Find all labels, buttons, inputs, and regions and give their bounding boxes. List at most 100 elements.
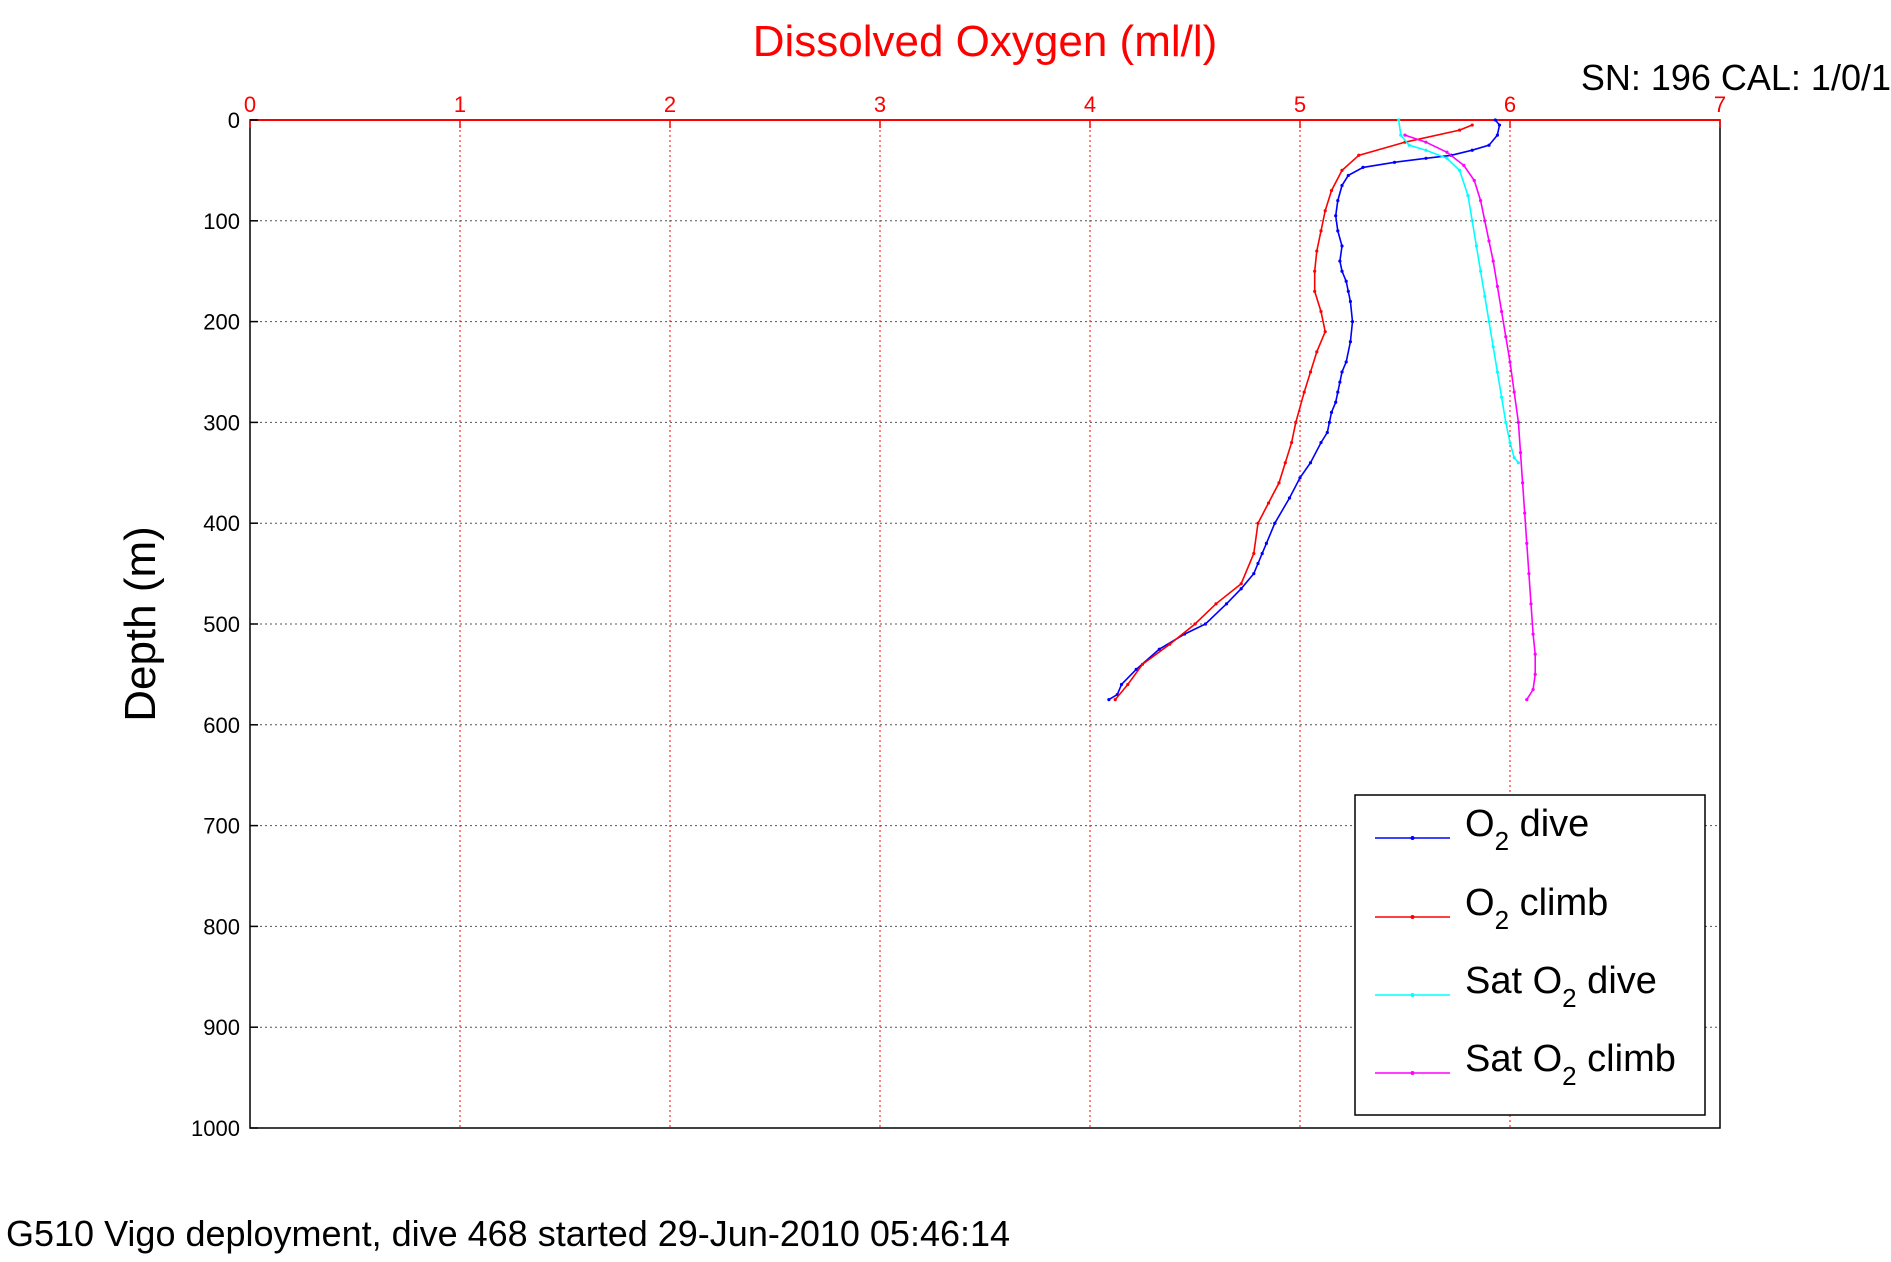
data-point	[1470, 148, 1474, 152]
legend-label: O2 climb	[1465, 882, 1608, 935]
data-point	[1334, 214, 1338, 218]
data-point	[1462, 163, 1466, 167]
data-point	[1323, 209, 1327, 213]
serial-calibration-label: SN: 196 CAL: 1/0/1	[1581, 57, 1891, 98]
data-point	[1407, 143, 1411, 147]
data-point	[1525, 698, 1529, 702]
data-point	[1504, 335, 1508, 339]
data-point	[1504, 420, 1508, 424]
data-point	[1336, 229, 1340, 233]
data-point	[1273, 521, 1277, 525]
data-point	[1308, 370, 1313, 374]
data-point	[1508, 360, 1512, 364]
y-tick-label: 1000	[191, 1116, 240, 1141]
x-tick-label: 5	[1294, 92, 1306, 117]
data-point	[1531, 687, 1535, 692]
series-line	[1114, 124, 1473, 701]
data-point	[1399, 133, 1403, 137]
legend-label: O2 dive	[1465, 803, 1589, 856]
legend-marker	[1410, 915, 1415, 919]
data-point	[1470, 123, 1474, 127]
data-point	[1424, 156, 1428, 160]
data-point	[1348, 299, 1352, 304]
data-point	[1474, 244, 1478, 248]
data-point	[1319, 229, 1323, 233]
data-point	[1239, 582, 1243, 586]
data-point	[1403, 133, 1407, 137]
legend: O2 dive O2 climb Sat O2 dive Sat O2 climb	[1354, 794, 1706, 1116]
data-point	[1338, 259, 1342, 263]
data-point	[1458, 128, 1462, 132]
series-2	[1397, 118, 1520, 465]
data-point	[1319, 309, 1323, 314]
data-point	[1287, 496, 1292, 500]
data-point	[1495, 133, 1499, 137]
data-point	[1495, 370, 1499, 374]
data-point	[1344, 279, 1348, 283]
data-point	[1392, 160, 1397, 164]
data-point	[1338, 380, 1342, 384]
data-point	[1119, 682, 1124, 687]
y-tick-label: 300	[203, 410, 240, 435]
data-point	[1308, 461, 1313, 465]
legend-marker	[1410, 1071, 1415, 1075]
data-point	[1493, 118, 1497, 122]
data-point	[1329, 410, 1334, 414]
data-point	[1523, 511, 1527, 515]
data-point	[1340, 269, 1344, 273]
data-point	[1516, 461, 1520, 465]
data-point	[1334, 400, 1338, 404]
data-point	[1214, 602, 1218, 606]
data-point	[1533, 672, 1537, 677]
data-point	[1479, 199, 1483, 203]
legend-marker	[1410, 836, 1415, 840]
series	[1107, 118, 1537, 702]
data-point	[1346, 173, 1350, 178]
data-point	[1319, 440, 1323, 445]
data-point	[1283, 461, 1287, 465]
data-point	[1491, 259, 1495, 263]
data-point	[1357, 153, 1361, 157]
data-point	[1168, 642, 1172, 646]
data-point	[1313, 269, 1317, 273]
data-point	[1487, 143, 1491, 147]
data-point	[1445, 156, 1449, 160]
data-point	[1107, 698, 1111, 702]
y-tick-label: 900	[203, 1015, 240, 1040]
data-point	[1294, 420, 1298, 424]
data-point	[1529, 602, 1533, 606]
data-point	[1266, 501, 1271, 505]
x-ticks: 0 1 2 3 4 5 6 7	[244, 92, 1726, 128]
data-point	[1470, 219, 1474, 223]
data-point	[1458, 168, 1462, 172]
legend-item: Sat O2 dive	[1375, 960, 1657, 1013]
y-tick-label: 200	[203, 310, 240, 335]
legend-item: O2 climb	[1375, 882, 1608, 935]
legend-item: O2 dive	[1375, 803, 1589, 856]
data-point	[1252, 572, 1256, 576]
data-point	[1397, 118, 1401, 122]
y-tick-label: 700	[203, 814, 240, 839]
data-point	[1512, 456, 1516, 460]
data-point	[1340, 183, 1344, 188]
data-point	[1508, 440, 1512, 445]
data-point	[1113, 698, 1117, 702]
data-point	[1239, 587, 1243, 591]
data-point	[1497, 123, 1502, 127]
y-ticks: 0 100 200 300 400 500 600 700 800 900 1000	[191, 108, 258, 1141]
data-point	[1277, 481, 1281, 485]
data-point	[1298, 476, 1302, 480]
data-point	[1323, 330, 1327, 334]
data-point	[1500, 395, 1504, 399]
x-tick-label: 4	[1084, 92, 1096, 117]
data-point	[1516, 420, 1520, 424]
legend-box	[1354, 794, 1706, 1116]
data-point	[1466, 194, 1470, 198]
data-point	[1346, 289, 1350, 293]
legend-label: Sat O2 dive	[1465, 960, 1657, 1013]
data-point	[1483, 294, 1487, 298]
data-point	[1327, 420, 1331, 424]
data-point	[1348, 340, 1352, 344]
y-tick-label: 500	[203, 612, 240, 637]
data-point	[1264, 541, 1268, 545]
